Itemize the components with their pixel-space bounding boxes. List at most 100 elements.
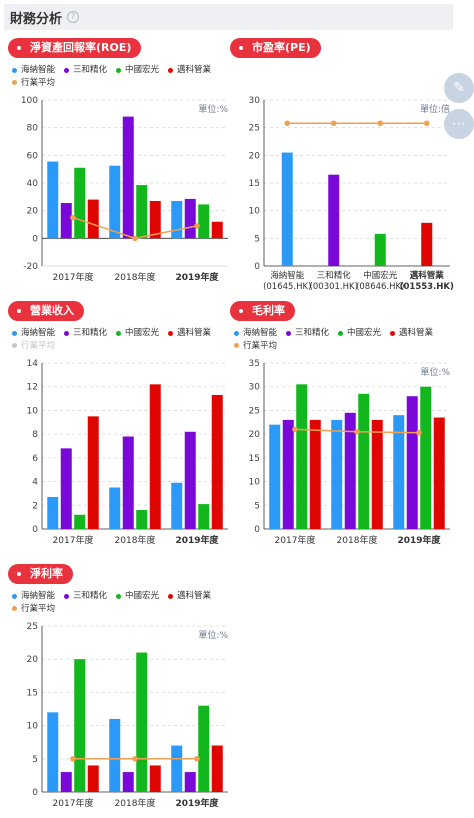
legend-item[interactable]: 邁科管業: [168, 590, 211, 602]
y-tick-label: 25: [27, 622, 38, 632]
bar[interactable]: [421, 222, 433, 266]
bar[interactable]: [198, 204, 210, 239]
bar[interactable]: [47, 161, 59, 239]
bar[interactable]: [184, 198, 196, 239]
bar[interactable]: [211, 745, 223, 792]
bar[interactable]: [171, 200, 183, 239]
legend-item-average[interactable]: 行業平均: [12, 340, 55, 352]
bar[interactable]: [87, 416, 99, 529]
help-icon[interactable]: ?: [67, 11, 80, 23]
legend-item[interactable]: 中國宏光: [116, 327, 159, 339]
bar[interactable]: [47, 496, 59, 529]
bar[interactable]: [74, 167, 86, 239]
bar[interactable]: [149, 384, 161, 529]
average-point[interactable]: [423, 120, 430, 127]
bar[interactable]: [211, 221, 223, 239]
bar[interactable]: [136, 185, 148, 239]
y-tick-label: 10: [27, 722, 39, 732]
edit-icon[interactable]: ✎: [444, 73, 474, 103]
bar[interactable]: [47, 712, 59, 792]
average-point[interactable]: [377, 120, 384, 127]
legend-item[interactable]: 海納智能: [234, 327, 277, 339]
legend-item[interactable]: 中國宏光: [116, 590, 159, 602]
bar[interactable]: [122, 436, 134, 529]
legend-item[interactable]: 三和精化: [64, 64, 107, 76]
legend-item[interactable]: 海納智能: [12, 64, 55, 76]
bar[interactable]: [87, 199, 99, 239]
bar[interactable]: [109, 165, 121, 239]
bar[interactable]: [328, 174, 340, 266]
bar[interactable]: [198, 705, 210, 792]
bar[interactable]: [198, 504, 210, 529]
bar[interactable]: [109, 718, 121, 792]
legend-item[interactable]: 三和精化: [286, 327, 329, 339]
bar[interactable]: [136, 510, 148, 529]
chart-title: 市盈率(PE): [230, 38, 321, 58]
bar[interactable]: [374, 233, 386, 266]
y-tick-label: 30: [249, 383, 261, 393]
bar[interactable]: [433, 417, 445, 529]
bar[interactable]: [281, 152, 293, 266]
legend-item[interactable]: 中國宏光: [116, 64, 159, 76]
bar[interactable]: [109, 487, 121, 530]
bar[interactable]: [184, 431, 196, 529]
bar[interactable]: [149, 765, 161, 792]
bar[interactable]: [211, 395, 223, 529]
unit-label: 單位:%: [420, 366, 450, 378]
legend-label: 三和精化: [295, 328, 330, 338]
legend-item-average[interactable]: 行業平均: [12, 603, 55, 615]
legend-label: 海納智能: [21, 328, 56, 338]
y-tick-label: 5: [254, 501, 260, 511]
average-point[interactable]: [70, 214, 76, 221]
bar[interactable]: [184, 772, 196, 792]
bar[interactable]: [171, 745, 183, 792]
legend-label: 行業平均: [21, 340, 56, 351]
legend-item[interactable]: 三和精化: [64, 590, 107, 602]
legend-item[interactable]: 邁科管業: [390, 327, 433, 339]
bar[interactable]: [149, 200, 161, 239]
bar[interactable]: [74, 659, 86, 792]
legend-item[interactable]: 邁科管業: [168, 64, 211, 76]
bar[interactable]: [371, 419, 383, 529]
average-point[interactable]: [194, 223, 200, 229]
bar[interactable]: [331, 419, 343, 529]
average-point[interactable]: [132, 235, 138, 242]
bar[interactable]: [74, 514, 86, 529]
average-point[interactable]: [194, 756, 200, 762]
bar[interactable]: [296, 384, 308, 529]
bar[interactable]: [122, 772, 134, 792]
bar[interactable]: [282, 419, 294, 529]
bar[interactable]: [60, 448, 72, 529]
bar[interactable]: [309, 419, 321, 529]
bar[interactable]: [136, 652, 148, 792]
bar[interactable]: [406, 396, 418, 529]
share-icon[interactable]: ⋯: [444, 109, 474, 139]
bar[interactable]: [87, 765, 99, 792]
legend-item-average[interactable]: 行業平均: [12, 77, 55, 89]
bar[interactable]: [393, 415, 405, 529]
average-point[interactable]: [416, 429, 422, 436]
bar[interactable]: [344, 412, 356, 529]
average-point[interactable]: [70, 756, 76, 762]
legend-item[interactable]: 三和精化: [64, 327, 107, 339]
bar[interactable]: [358, 393, 370, 529]
legend-item[interactable]: 中國宏光: [338, 327, 381, 339]
bar[interactable]: [60, 772, 72, 792]
bar[interactable]: [60, 203, 72, 239]
legend-item[interactable]: 海納智能: [12, 327, 55, 339]
legend-item-average[interactable]: 行業平均: [234, 340, 277, 352]
legend-item[interactable]: 海納智能: [12, 590, 55, 602]
average-point[interactable]: [284, 120, 291, 127]
average-point[interactable]: [330, 120, 337, 127]
y-tick-label: 4: [32, 478, 38, 488]
bar[interactable]: [269, 424, 281, 529]
bar[interactable]: [122, 116, 134, 239]
average-point[interactable]: [354, 428, 360, 435]
average-point[interactable]: [292, 426, 298, 433]
y-tick-label: -20: [23, 262, 38, 272]
average-point[interactable]: [132, 756, 138, 762]
x-tick-label: 2019年度: [175, 534, 219, 546]
bar[interactable]: [420, 386, 432, 529]
legend-item[interactable]: 邁科管業: [168, 327, 211, 339]
bar[interactable]: [171, 482, 183, 529]
